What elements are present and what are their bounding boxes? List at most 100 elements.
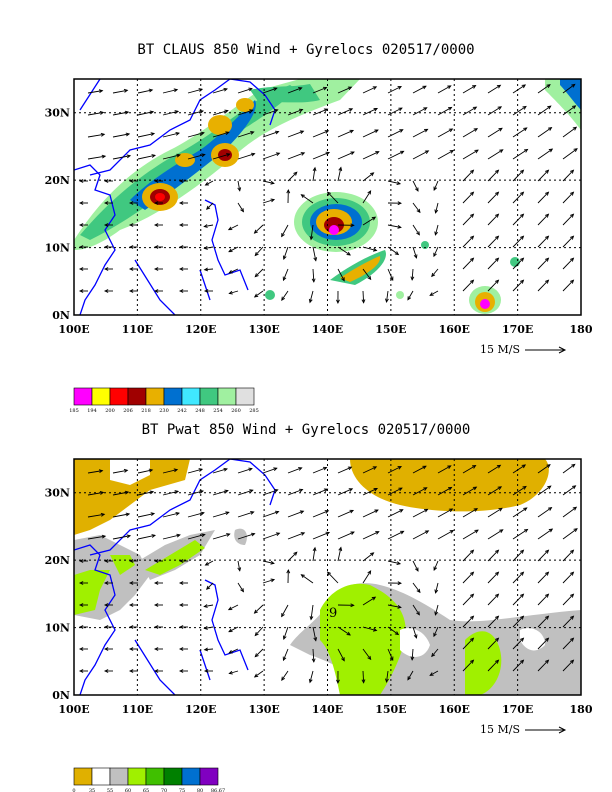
wind-vector (287, 152, 305, 160)
wind-vector (362, 552, 374, 562)
colorbar-label: 194 (87, 408, 97, 414)
wind-vector (562, 213, 574, 226)
wind-vector (362, 290, 365, 303)
wind-vector (437, 487, 452, 496)
coastline (74, 79, 276, 315)
wind-vector (537, 485, 552, 496)
wind-vector (312, 467, 327, 474)
wind-vector (112, 155, 131, 160)
wind-vector (362, 570, 372, 584)
wind-vector (187, 88, 203, 94)
wind-vector (412, 128, 428, 138)
wind-vector (204, 246, 214, 249)
wind-vector (87, 133, 105, 138)
wind-vector (362, 151, 379, 160)
wind-vector (262, 560, 274, 564)
wind-vector (537, 169, 549, 182)
wind-vector (512, 149, 528, 160)
wind-vector (87, 513, 105, 518)
colorbar-swatch (109, 387, 129, 406)
wind-vector (562, 659, 574, 672)
wind-vector (562, 126, 577, 138)
wind-vector (412, 107, 427, 116)
wind-vector (204, 626, 214, 629)
wind-vector (283, 268, 289, 281)
wind-vector (262, 152, 280, 160)
wind-vector (137, 133, 155, 138)
wind-vector (337, 246, 351, 256)
wind-vector (387, 107, 403, 116)
wind-vector (387, 487, 403, 496)
wind-vector (487, 127, 503, 138)
wind-vector (212, 110, 229, 116)
wind-vector (537, 235, 549, 248)
wind-vector (487, 659, 499, 672)
wind-vector (281, 224, 289, 237)
longitude-label: 120E (185, 323, 216, 336)
wind-vector (462, 128, 478, 138)
wind-vector (537, 105, 552, 116)
colorbar-swatch (199, 767, 219, 786)
wind-vector (362, 108, 378, 116)
wind-vector (137, 513, 155, 518)
wind-vector (387, 268, 394, 281)
wind-vector (327, 191, 339, 204)
wind-vector (429, 290, 439, 296)
wind-vector (254, 626, 264, 636)
wind-vector (362, 531, 379, 540)
wind-vector (407, 290, 414, 300)
colorbar-swatch (145, 387, 165, 406)
wind-vector (283, 246, 289, 260)
wind-vector (487, 169, 499, 182)
wind-vector (437, 128, 453, 138)
colorbar-swatch (181, 767, 201, 786)
wind-vector (87, 492, 104, 496)
wind-vector (512, 637, 524, 650)
longitude-label: 160E (439, 703, 470, 716)
wind-vector (512, 659, 524, 672)
wind-vector (362, 596, 376, 606)
wind-vector (162, 534, 181, 540)
wind-vector (387, 150, 404, 160)
wind-vector (287, 510, 304, 518)
wind-vector (87, 112, 104, 116)
wind-vector (229, 670, 239, 674)
wind-vector (435, 202, 439, 213)
wind-vector (312, 87, 327, 94)
wind-vector (512, 257, 524, 270)
wind-vector (462, 571, 474, 584)
wind-vector (362, 129, 379, 138)
wind-vector (437, 530, 454, 540)
colorbar-label: 254 (213, 408, 223, 414)
wind-vector (337, 130, 354, 138)
longitude-label: 140E (312, 323, 343, 336)
wind-vector (512, 127, 527, 138)
wind-vector (362, 509, 379, 518)
wind-vector (337, 531, 355, 540)
colorbar-swatch (91, 767, 111, 786)
longitude-label: 110E (122, 323, 153, 336)
wind-vector (462, 659, 474, 672)
wind-vector (562, 105, 576, 116)
wind-vector (337, 626, 351, 636)
wind-vector (262, 180, 274, 184)
wind-vector (462, 169, 474, 182)
reference-vector-label: 15 M/S (480, 723, 520, 736)
wind-vector (287, 489, 303, 496)
wind-vector (212, 533, 230, 540)
pwat-field (74, 459, 581, 695)
wind-vector (237, 180, 241, 191)
wind-vector (437, 150, 454, 160)
colorbar-label: 60 (125, 788, 131, 792)
map-frame (73, 78, 582, 316)
wind-vector (437, 465, 451, 474)
wind-vector (512, 235, 524, 248)
wind-vector (435, 604, 439, 616)
wind-vector (487, 84, 501, 94)
wind-vector (512, 593, 524, 606)
wind-vector (537, 615, 549, 628)
wind-vector (212, 490, 229, 496)
wind-vector (287, 171, 298, 182)
wind-vector (262, 489, 278, 496)
wind-vector (462, 257, 474, 270)
